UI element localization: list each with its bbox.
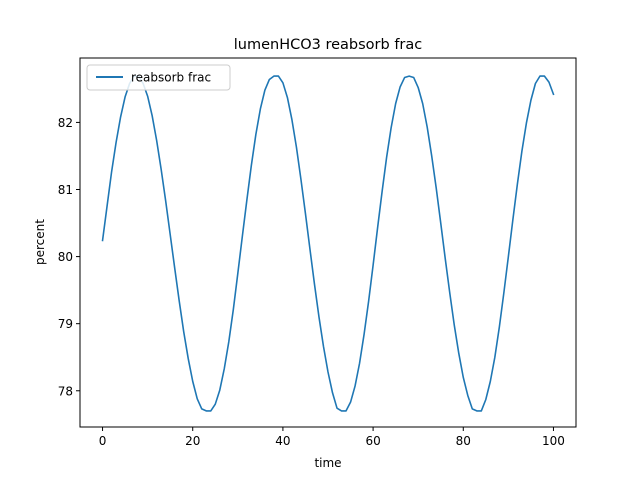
x-tick-label: 60 xyxy=(365,434,380,448)
x-tick-label: 20 xyxy=(185,434,200,448)
x-tick-label: 40 xyxy=(275,434,290,448)
legend: reabsorb frac xyxy=(86,64,231,91)
plot-lines xyxy=(101,75,555,412)
y-tick-label: 82 xyxy=(58,116,73,130)
y-axis-ticks: 78 79 80 81 82 xyxy=(58,116,80,398)
y-tick-label: 80 xyxy=(58,250,73,264)
x-tick-label: 0 xyxy=(99,434,107,448)
legend-box xyxy=(86,64,231,91)
y-axis-label: percent xyxy=(33,219,47,265)
legend-label-reabsorb-frac: reabsorb frac xyxy=(131,71,211,85)
plot-frame xyxy=(79,57,577,428)
y-tick-label: 78 xyxy=(58,384,73,398)
chart-title: lumenHCO3 reabsorb frac xyxy=(234,37,423,53)
y-tick-label: 79 xyxy=(58,317,73,331)
x-tick-label: 100 xyxy=(542,434,565,448)
x-axis-ticks: 0 20 40 60 80 100 xyxy=(99,427,565,448)
y-tick-label: 81 xyxy=(58,183,73,197)
x-tick-label: 80 xyxy=(456,434,471,448)
x-axis-label: time xyxy=(314,456,341,470)
series-line-0 xyxy=(101,75,555,412)
